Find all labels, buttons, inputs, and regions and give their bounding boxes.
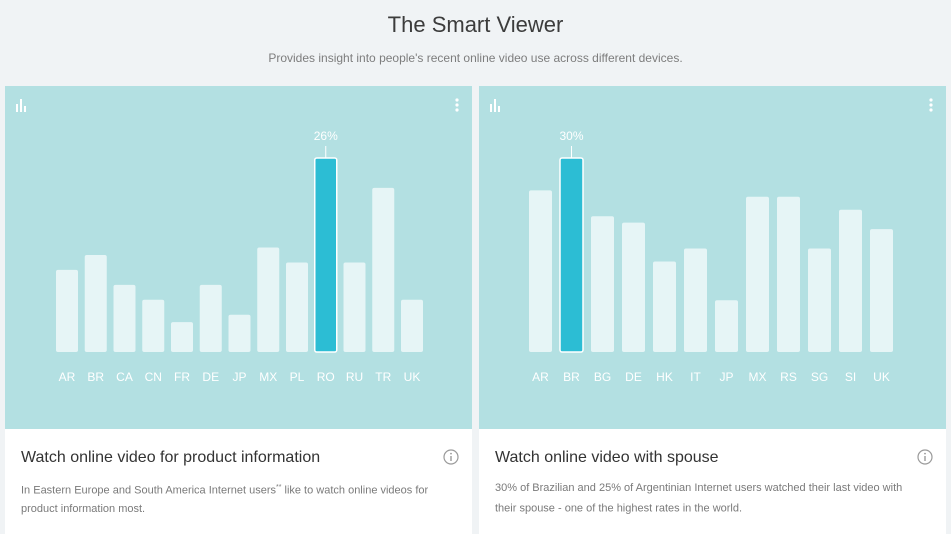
card-title: Watch online video with spouse <box>495 449 719 466</box>
tick-label-de: DE <box>625 370 642 384</box>
bar-sg[interactable] <box>808 248 831 352</box>
chart-panel: AR BR CA CN FR DE JP MX PL RO 26% RU TR UK <box>5 86 472 429</box>
bar-si[interactable] <box>839 209 862 352</box>
bar-hk[interactable] <box>653 261 676 352</box>
bar-chart-icon[interactable] <box>488 97 504 113</box>
page-subtitle: Provides insight into people's recent on… <box>268 51 683 65</box>
bar-fr[interactable] <box>171 322 193 352</box>
bar-rs[interactable] <box>777 196 800 352</box>
tick-label-mx: MX <box>749 370 767 384</box>
page-title: The Smart Viewer <box>387 12 564 37</box>
description-text: In Eastern Europe and South America Inte… <box>21 484 276 497</box>
bar-chart-icon[interactable] <box>14 97 30 113</box>
tick-label-uk: UK <box>873 370 890 384</box>
tick-label-it: IT <box>690 370 701 384</box>
tick-label-ca: CA <box>116 370 133 384</box>
bar-ar[interactable] <box>56 269 78 352</box>
card-with-spouse: AR BR 30% BG DE HK IT JP MX RS SG SI UK Watch online… <box>479 86 946 534</box>
tick-label-ar: AR <box>532 370 549 384</box>
tick-label-ar: AR <box>59 370 76 384</box>
more-vertical-icon[interactable] <box>449 97 465 113</box>
bar-jp[interactable] <box>715 300 738 352</box>
bar-bg[interactable] <box>591 216 614 352</box>
bar-ru[interactable] <box>343 262 366 352</box>
tick-label-rs: RS <box>780 370 797 384</box>
bar-tr[interactable] <box>372 187 395 352</box>
bar-mx[interactable] <box>746 196 769 352</box>
bar-uk[interactable] <box>401 299 423 352</box>
tick-label-cn: CN <box>145 370 162 384</box>
chart-panel: AR BR 30% BG DE HK IT JP MX RS SG SI UK <box>479 86 946 429</box>
tick-label-ro: RO <box>317 370 335 384</box>
bar-br[interactable] <box>84 255 107 352</box>
footnote-marker: ** <box>275 484 282 491</box>
tick-label-mx: MX <box>259 370 277 384</box>
tick-label-ru: RU <box>346 370 363 384</box>
card-title: Watch online video for product informati… <box>21 449 321 466</box>
bar-cn[interactable] <box>142 299 165 352</box>
bar-mx[interactable] <box>257 247 280 352</box>
more-vertical-icon[interactable] <box>923 97 939 113</box>
bar-br[interactable] <box>559 157 584 353</box>
bar-ro[interactable] <box>314 157 338 353</box>
tick-label-fr: FR <box>174 370 190 384</box>
tick-label-tr: TR <box>375 370 391 384</box>
tick-label-de: DE <box>202 370 219 384</box>
bar-de[interactable] <box>199 284 222 352</box>
card-product-information: AR BR CA CN FR DE JP MX PL RO 26% RU TR UK Watch onli… <box>5 86 472 534</box>
tick-label-sg: SG <box>811 370 828 384</box>
bar-it[interactable] <box>684 248 707 352</box>
data-label-br: 30% <box>559 129 583 143</box>
bar-ca[interactable] <box>113 284 136 352</box>
bar-chart: AR BR CA CN FR DE JP MX PL RO 26% RU TR UK <box>56 129 423 384</box>
bar-chart: AR BR 30% BG DE HK IT JP MX RS SG SI UK <box>529 129 893 384</box>
tick-label-pl: PL <box>290 370 305 384</box>
tick-label-jp: JP <box>719 370 733 384</box>
bar-ar[interactable] <box>529 190 552 352</box>
tick-label-bg: BG <box>594 370 611 384</box>
bar-pl[interactable] <box>286 262 308 352</box>
info-icon[interactable] <box>443 449 459 465</box>
tick-label-uk: UK <box>404 370 421 384</box>
bar-de[interactable] <box>622 222 645 352</box>
tick-label-br: BR <box>563 370 580 384</box>
tick-label-hk: HK <box>656 370 673 384</box>
card-description: In Eastern Europe and South America Inte… <box>21 479 449 518</box>
tick-label-si: SI <box>845 370 856 384</box>
bar-jp[interactable] <box>228 314 251 352</box>
card-description: 30% of Brazilian and 25% of Argentinian … <box>495 479 923 518</box>
tick-label-jp: JP <box>232 370 246 384</box>
description-text: 30% of Brazilian and 25% of Argentinian … <box>495 482 903 515</box>
info-icon[interactable] <box>917 449 933 465</box>
description-text-continued: like to watch online videos for product … <box>21 484 429 515</box>
tick-label-br: BR <box>87 370 104 384</box>
data-label-ro: 26% <box>314 129 338 143</box>
bar-uk[interactable] <box>870 229 893 352</box>
